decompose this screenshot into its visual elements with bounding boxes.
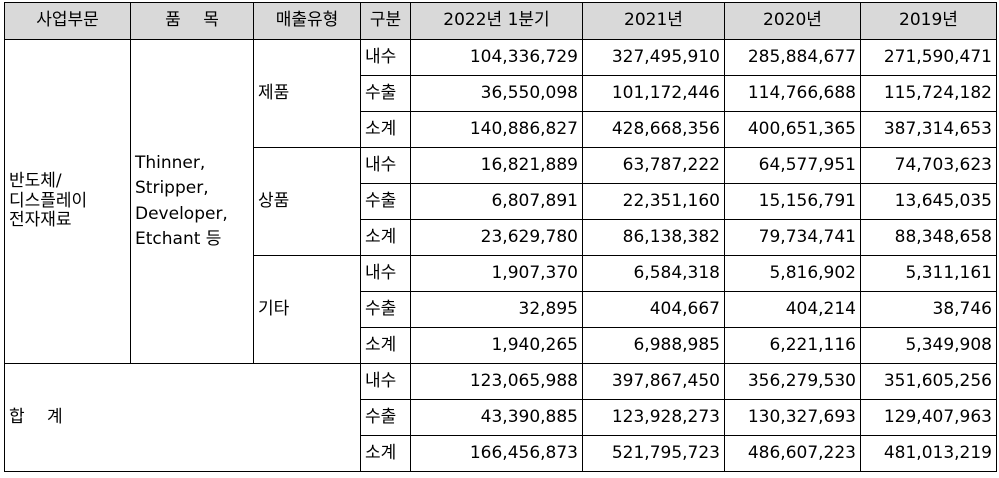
value-cell: 22,351,160 bbox=[582, 183, 725, 220]
value-cell: 351,605,256 bbox=[860, 363, 997, 400]
value-cell: 271,590,471 bbox=[860, 39, 997, 76]
sales-type-cell: 제품 bbox=[253, 39, 361, 148]
table-row: 소계 23,629,780 86,138,382 79,734,741 88,3… bbox=[5, 219, 997, 256]
segment-cell: 반도체/ 디스플레이 전자재료 bbox=[4, 39, 131, 364]
kind-cell: 내수 bbox=[360, 255, 411, 292]
value-cell: 6,988,985 bbox=[582, 327, 725, 364]
value-cell: 64,577,951 bbox=[724, 147, 861, 184]
kind-cell: 소계 bbox=[360, 219, 411, 256]
segment-line: 전자재료 bbox=[9, 210, 72, 231]
value-cell: 397,867,450 bbox=[582, 363, 725, 400]
kind-cell: 수출 bbox=[360, 75, 411, 112]
sales-table: 사업부문 품 목 매출유형 구분 2022년 1분기 2021년 2020년 2… bbox=[4, 2, 997, 472]
value-cell: 74,703,623 bbox=[860, 147, 997, 184]
total-label-cell: 합 계 bbox=[4, 363, 361, 472]
value-cell: 13,645,035 bbox=[860, 183, 997, 220]
header-2019: 2019년 bbox=[860, 2, 997, 40]
value-cell: 327,495,910 bbox=[582, 39, 725, 76]
value-cell: 114,766,688 bbox=[724, 75, 861, 112]
value-cell: 356,279,530 bbox=[724, 363, 861, 400]
value-cell: 1,940,265 bbox=[410, 327, 583, 364]
value-cell: 123,928,273 bbox=[582, 399, 725, 436]
value-cell: 166,456,873 bbox=[410, 435, 583, 472]
kind-cell: 소계 bbox=[360, 111, 411, 148]
value-cell: 6,584,318 bbox=[582, 255, 725, 292]
value-cell: 387,314,653 bbox=[860, 111, 997, 148]
value-cell: 481,013,219 bbox=[860, 435, 997, 472]
value-cell: 86,138,382 bbox=[582, 219, 725, 256]
table-row: 소계 1,940,265 6,988,985 6,221,116 5,349,9… bbox=[5, 327, 997, 364]
product-line: Etchant 등 bbox=[135, 229, 222, 249]
kind-cell: 소계 bbox=[360, 435, 411, 472]
value-cell: 5,349,908 bbox=[860, 327, 997, 364]
table-row: 반도체/ 디스플레이 전자재료 Thinner, Stripper, Devel… bbox=[4, 39, 997, 364]
value-cell: 129,407,963 bbox=[860, 399, 997, 436]
product-line: Thinner, bbox=[135, 152, 206, 173]
header-2020: 2020년 bbox=[724, 2, 861, 40]
value-cell: 15,156,791 bbox=[724, 183, 861, 220]
value-cell: 521,795,723 bbox=[582, 435, 725, 472]
value-cell: 123,065,988 bbox=[410, 363, 583, 400]
table-row: 수출 6,807,891 22,351,160 15,156,791 13,64… bbox=[5, 183, 997, 220]
table-row: 기타 내수 1,907,370 6,584,318 5,816,902 5,31… bbox=[5, 255, 997, 364]
value-cell: 486,607,223 bbox=[724, 435, 861, 472]
value-cell: 6,807,891 bbox=[410, 183, 583, 220]
kind-cell: 수출 bbox=[360, 399, 411, 436]
value-cell: 404,667 bbox=[582, 291, 725, 328]
value-cell: 32,895 bbox=[410, 291, 583, 328]
header-sales-type: 매출유형 bbox=[253, 2, 361, 40]
value-cell: 43,390,885 bbox=[410, 399, 583, 436]
value-cell: 428,668,356 bbox=[582, 111, 725, 148]
table-row: 수출 36,550,098 101,172,446 114,766,688 11… bbox=[5, 75, 997, 112]
header-category: 구분 bbox=[360, 2, 411, 40]
value-cell: 79,734,741 bbox=[724, 219, 861, 256]
value-cell: 36,550,098 bbox=[410, 75, 583, 112]
product-cell: Thinner, Stripper, Developer, Etchant 등 bbox=[130, 39, 254, 364]
header-2021: 2021년 bbox=[582, 2, 725, 40]
product-line: Stripper, bbox=[135, 178, 209, 198]
value-cell: 130,327,693 bbox=[724, 399, 861, 436]
value-cell: 101,172,446 bbox=[582, 75, 725, 112]
table-row: 소계 140,886,827 428,668,356 400,651,365 3… bbox=[5, 111, 997, 148]
kind-cell: 수출 bbox=[360, 291, 411, 328]
value-cell: 88,348,658 bbox=[860, 219, 997, 256]
header-2022q1: 2022년 1분기 bbox=[410, 2, 583, 40]
kind-cell: 내수 bbox=[360, 363, 411, 400]
header-segment: 사업부문 bbox=[4, 2, 131, 40]
value-cell: 38,746 bbox=[860, 291, 997, 328]
kind-cell: 내수 bbox=[360, 147, 411, 184]
value-cell: 400,651,365 bbox=[724, 111, 861, 148]
header-product: 품 목 bbox=[130, 2, 254, 40]
value-cell: 115,724,182 bbox=[860, 75, 997, 112]
value-cell: 5,816,902 bbox=[724, 255, 861, 292]
value-cell: 5,311,161 bbox=[860, 255, 997, 292]
table-row: 소계 166,456,873 521,795,723 486,607,223 4… bbox=[5, 435, 997, 472]
value-cell: 23,629,780 bbox=[410, 219, 583, 256]
table-row: 상품 내수 16,821,889 63,787,222 64,577,951 7… bbox=[5, 147, 997, 256]
value-cell: 404,214 bbox=[724, 291, 861, 328]
sales-type-cell: 상품 bbox=[253, 147, 361, 256]
value-cell: 6,221,116 bbox=[724, 327, 861, 364]
kind-cell: 수출 bbox=[360, 183, 411, 220]
segment-line: 반도체/ bbox=[9, 171, 62, 192]
value-cell: 285,884,677 bbox=[724, 39, 861, 76]
value-cell: 16,821,889 bbox=[410, 147, 583, 184]
value-cell: 1,907,370 bbox=[410, 255, 583, 292]
product-line: Developer, bbox=[135, 203, 228, 224]
table-row: 합 계 내수 123,065,988 397,867,450 356,279,5… bbox=[4, 363, 997, 472]
sales-type-cell: 기타 bbox=[253, 255, 361, 364]
table-row: 수출 43,390,885 123,928,273 130,327,693 12… bbox=[5, 399, 997, 436]
segment-line: 디스플레이 bbox=[9, 190, 88, 211]
kind-cell: 내수 bbox=[360, 39, 411, 76]
kind-cell: 소계 bbox=[360, 327, 411, 364]
value-cell: 140,886,827 bbox=[410, 111, 583, 148]
header-row: 사업부문 품 목 매출유형 구분 2022년 1분기 2021년 2020년 2… bbox=[4, 2, 997, 40]
value-cell: 104,336,729 bbox=[410, 39, 583, 76]
value-cell: 63,787,222 bbox=[582, 147, 725, 184]
